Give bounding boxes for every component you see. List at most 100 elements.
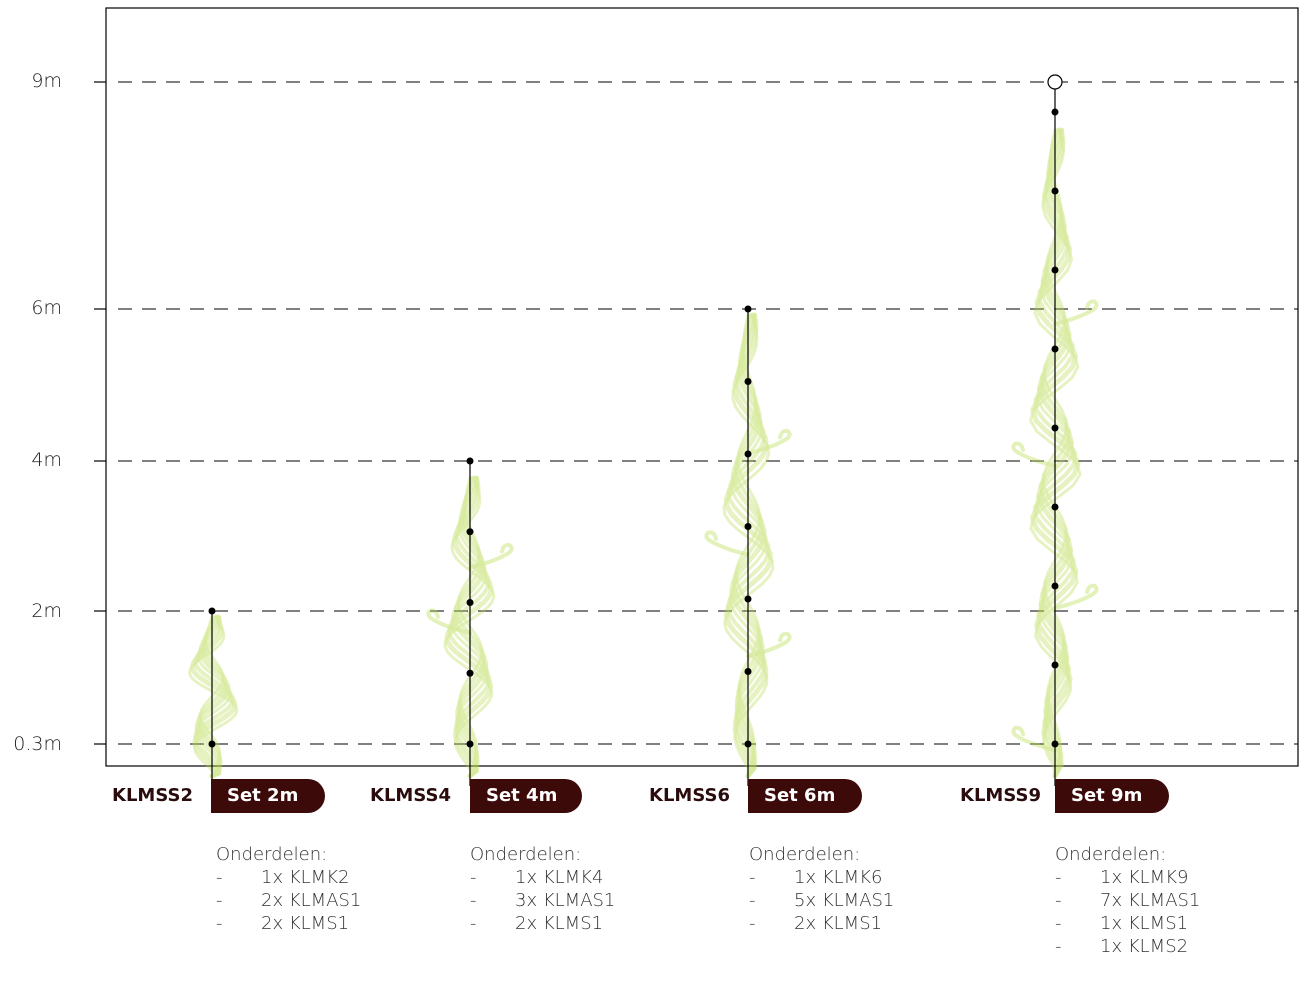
parts-list-klmss9: Onderdelen: - 1x KLMK9 - 7x KLMAS1 - 1x KLM… <box>1055 843 1200 958</box>
list-dash: - <box>749 890 756 911</box>
part-text: 1x KLMK4 <box>515 867 604 888</box>
vine-strand <box>1038 128 1071 778</box>
pole-klmss6 <box>744 305 752 786</box>
anchor-point <box>1051 424 1059 432</box>
anchor-point <box>744 740 752 748</box>
climbing-plant <box>1011 127 1099 779</box>
list-dash: - <box>470 890 477 911</box>
vine-strand <box>1032 128 1078 778</box>
vine-strand <box>194 615 233 778</box>
top-cap-marker <box>1047 74 1063 90</box>
anchor-point <box>1051 345 1059 353</box>
set-label-pill: Set 9m <box>1055 779 1169 813</box>
vine-strand <box>444 475 494 779</box>
vine-strand <box>722 313 775 778</box>
anchor-point <box>744 523 752 530</box>
anchor-point <box>744 378 752 385</box>
part-text: 1x KLMK2 <box>261 867 350 888</box>
list-dash: - <box>216 890 223 911</box>
part-text: 1x KLMS1 <box>1100 913 1189 934</box>
list-dash: - <box>216 867 223 888</box>
vine-strand <box>193 615 235 778</box>
parts-title: Onderdelen: <box>1055 844 1167 865</box>
list-item: - 1x KLMS1 <box>1055 912 1200 935</box>
set-code: KLMSS2 <box>112 785 193 806</box>
list-dash: - <box>749 867 756 888</box>
tendril <box>1053 299 1099 326</box>
plants <box>188 127 1099 779</box>
set-code: KLMSS4 <box>370 785 451 806</box>
list-item: - 7x KLMAS1 <box>1055 889 1200 912</box>
vine-strand <box>729 312 767 779</box>
list-item: - 1x KLMK9 <box>1055 866 1200 889</box>
set-klmss2: KLMSS2 Set 2m <box>0 779 330 813</box>
vine-strand <box>1029 127 1081 779</box>
set-klmss4: KLMSS4 Set 4m <box>0 779 590 813</box>
parts-list-klmss4: Onderdelen: - 1x KLMK4 - 3x KLMAS1 - 2x KLM… <box>470 843 615 935</box>
part-text: 3x KLMAS1 <box>515 890 616 911</box>
vine-strand <box>726 313 771 778</box>
part-text: 2x KLMS1 <box>794 913 883 934</box>
vine-strand <box>451 475 489 779</box>
vine-strand <box>731 313 764 778</box>
set-code: KLMSS6 <box>649 785 730 806</box>
list-item: - 2x KLMS1 <box>749 912 894 935</box>
y-label-6m: 6m <box>31 297 62 319</box>
parts-title: Onderdelen: <box>749 844 861 865</box>
anchor-point <box>1051 108 1059 116</box>
anchor-point <box>466 528 474 536</box>
vine-strand <box>1028 128 1082 778</box>
list-dash: - <box>470 913 477 934</box>
list-dash: - <box>749 913 756 934</box>
tendril <box>1011 725 1057 753</box>
anchor-point <box>1051 187 1059 195</box>
gridlines <box>94 81 1298 745</box>
part-text: 2x KLMS1 <box>261 913 350 934</box>
list-item: - 1x KLMK2 <box>216 866 361 889</box>
list-item: - 2x KLMAS1 <box>216 889 361 912</box>
anchor-point <box>744 595 752 603</box>
tendril <box>746 631 792 659</box>
tendril <box>704 530 750 557</box>
anchor-point <box>466 740 474 748</box>
anchor-point <box>208 740 216 748</box>
y-label-0-3m: 0.3m <box>13 733 62 755</box>
part-text: 5x KLMAS1 <box>794 890 895 911</box>
list-item: - 2x KLMS1 <box>216 912 361 935</box>
part-text: 7x KLMAS1 <box>1100 890 1201 911</box>
anchor-point <box>466 457 474 465</box>
climbing-plant <box>704 312 792 779</box>
anchor-point <box>466 669 474 677</box>
vine-strand <box>723 312 774 779</box>
vine-strand <box>1036 127 1074 779</box>
vine-strand <box>728 313 768 778</box>
anchor-point <box>208 607 216 615</box>
list-dash: - <box>216 913 223 934</box>
set-label-pill: Set 6m <box>748 779 862 813</box>
tendril <box>1053 583 1099 611</box>
list-item: - 5x KLMAS1 <box>749 889 894 912</box>
part-text: 2x KLMS1 <box>515 913 604 934</box>
anchor-point <box>744 668 752 675</box>
y-label-4m: 4m <box>31 449 62 471</box>
set-label-pill: Set 4m <box>470 779 582 813</box>
parts-title: Onderdelen: <box>470 844 582 865</box>
part-text: 1x KLMK6 <box>794 867 883 888</box>
anchor-point <box>1051 661 1059 669</box>
list-dash: - <box>470 867 477 888</box>
parts-title: Onderdelen: <box>216 844 328 865</box>
poles <box>208 74 1063 786</box>
set-code: KLMSS9 <box>960 785 1041 806</box>
list-dash: - <box>1055 890 1062 911</box>
parts-list-klmss2: Onderdelen: - 1x KLMK2 - 2x KLMAS1 - 2x KLM… <box>216 843 361 935</box>
chart-frame <box>105 7 1299 767</box>
list-dash: - <box>1055 936 1062 957</box>
anchor-point <box>1051 740 1059 748</box>
set-klmss9: KLMSS9 Set 9m <box>0 779 1180 813</box>
parts-list-klmss6: Onderdelen: - 1x KLMK6 - 5x KLMAS1 - 2x KLM… <box>749 843 894 935</box>
anchor-point <box>744 450 752 458</box>
anchor-point <box>1051 266 1059 274</box>
tendril <box>426 608 472 635</box>
pole-klmss9 <box>1047 74 1063 786</box>
